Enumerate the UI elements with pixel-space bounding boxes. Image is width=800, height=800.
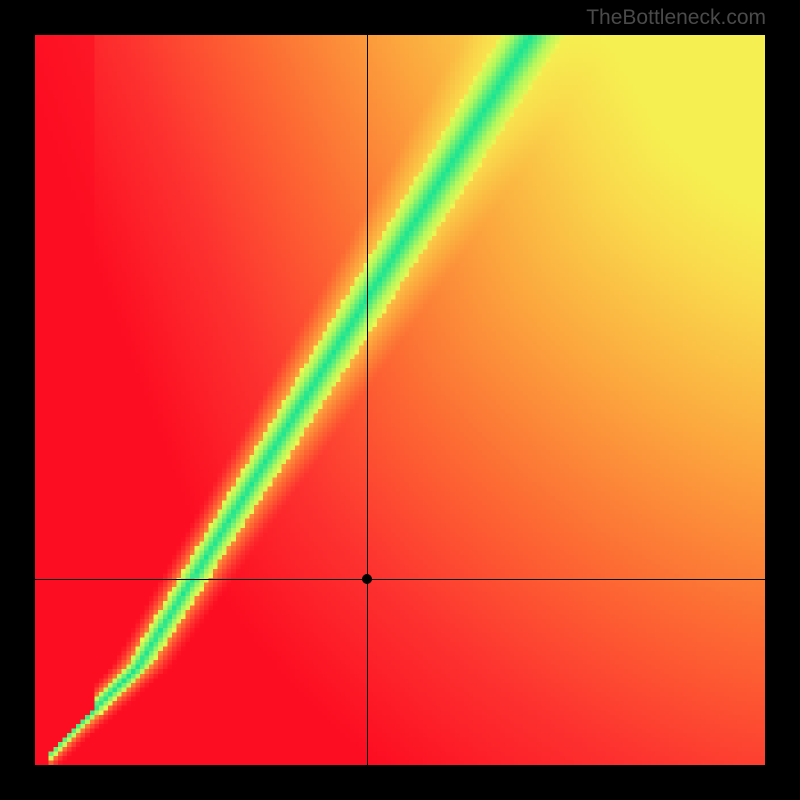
crosshair-horizontal bbox=[35, 579, 765, 580]
heatmap-plot bbox=[35, 35, 765, 765]
crosshair-vertical bbox=[367, 35, 368, 765]
heatmap-canvas bbox=[35, 35, 765, 765]
crosshair-marker-dot bbox=[362, 574, 372, 584]
watermark: TheBottleneck.com bbox=[586, 6, 766, 30]
